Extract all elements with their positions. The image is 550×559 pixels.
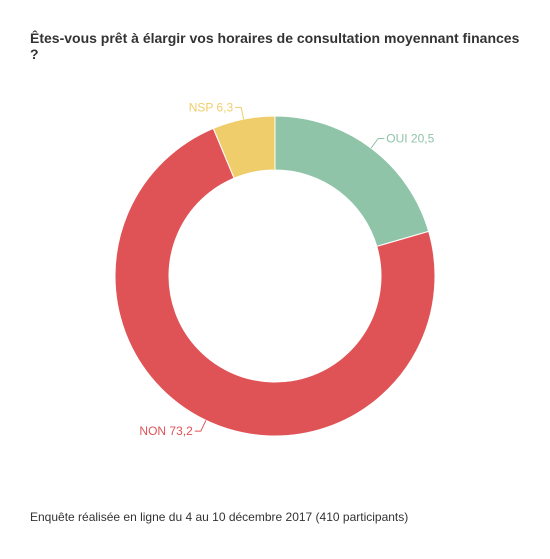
leader-non <box>194 420 207 432</box>
label-leader-lines <box>194 106 385 432</box>
slice-nsp <box>212 115 276 179</box>
chart-footer: Enquête réalisée en ligne du 4 au 10 déc… <box>30 510 409 524</box>
leader-oui <box>370 137 385 149</box>
slice-label-nsp: NSP 6,3 <box>189 100 234 114</box>
slice-label-non: NON 73,2 <box>139 424 193 438</box>
donut-slices <box>114 115 436 437</box>
slice-label-oui: OUI 20,5 <box>386 131 434 145</box>
leader-nsp <box>235 106 245 120</box>
slice-non <box>114 127 436 437</box>
slice-labels: OUI 20,5 NON 73,2 NSP 6,3 <box>139 100 434 438</box>
chart-title: Êtes-vous prêt à élargir vos horaires de… <box>30 30 520 62</box>
